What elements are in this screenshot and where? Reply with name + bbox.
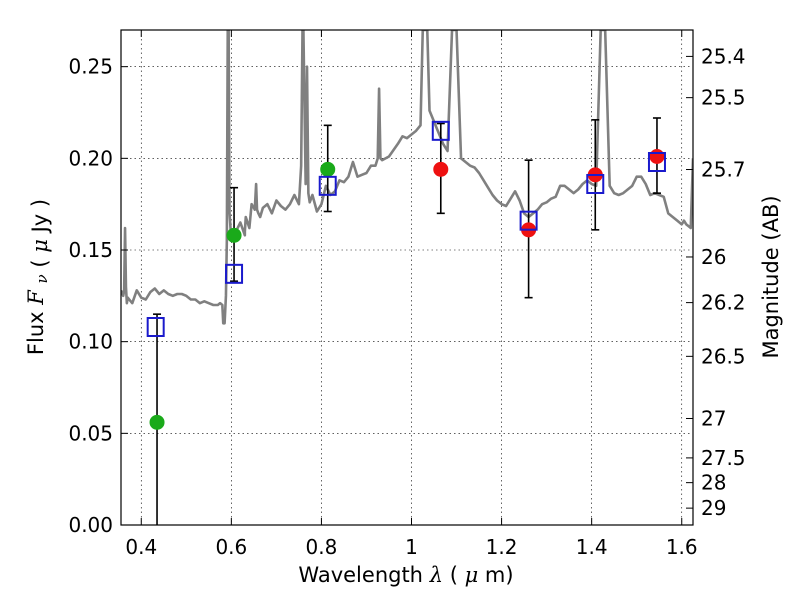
tick-marks	[121, 30, 693, 526]
x-axis-unit-open: (	[450, 563, 458, 587]
y-tick-label: 0.10	[68, 330, 113, 354]
y2-tick-label: 29	[701, 496, 726, 520]
data-point-circle	[149, 414, 165, 430]
x-axis-symbol: λ	[429, 563, 443, 587]
y2-tick-label: 25.5	[701, 86, 746, 110]
model-point-square	[146, 317, 165, 337]
x-tick-labels: 0.4 0.6 0.8 1 1.2 1.4 1.6	[125, 535, 697, 559]
x-tick-label: 1.6	[666, 535, 698, 559]
y-axis-unit-open: (	[28, 259, 52, 267]
y-axis-unit-rest: Jy )	[28, 199, 52, 235]
y-axis-title-text: Flux	[24, 311, 48, 355]
y-axis-symbol: F	[24, 289, 48, 306]
grid-lines	[121, 30, 693, 526]
y-tick-label: 0.25	[68, 55, 113, 79]
y2-axis-title: Magnitude (AB)	[759, 195, 783, 358]
x-axis-unit-mu: μ	[465, 563, 479, 587]
model-point-square	[225, 263, 244, 284]
y2-tick-label: 26.5	[701, 344, 746, 368]
x-axis-unit-rest: m)	[485, 563, 514, 587]
y-axis-unit-mu: μ	[28, 239, 52, 253]
x-tick-label: 0.8	[306, 535, 338, 559]
y-axis-title: Flux F ν ( μ Jy )	[24, 199, 52, 355]
y2-tick-label: 28	[701, 471, 726, 495]
x-tick-label: 1	[405, 535, 418, 559]
data-point-circle	[649, 149, 665, 164]
x-axis-title: Wavelength λ ( μ m)	[298, 563, 513, 587]
y2-tick-label: 25.7	[701, 158, 746, 182]
model-point-square	[519, 210, 538, 231]
plot-frame	[120, 29, 694, 526]
y2-tick-label: 27	[701, 406, 726, 430]
model-spectrum-layer	[121, 30, 693, 325]
y-tick-label: 0.15	[68, 238, 113, 262]
marker-layer	[146, 120, 666, 430]
data-point-circle	[320, 161, 336, 177]
y-tick-label: 0.05	[68, 421, 113, 445]
x-axis-title-text: Wavelength	[298, 563, 423, 587]
data-point-circle	[433, 161, 449, 177]
y2-tick-label: 26.2	[701, 291, 746, 315]
model-point-square	[318, 175, 337, 196]
y-tick-label: 0.00	[68, 513, 113, 537]
x-tick-label: 0.6	[215, 535, 247, 559]
model-point-square	[647, 152, 666, 172]
y-tick-label: 0.20	[68, 146, 113, 170]
y-axis-subscript: ν	[33, 274, 51, 283]
model-point-square	[586, 174, 605, 194]
y2-tick-label: 25.4	[701, 44, 746, 68]
model-spectrum-line	[121, 30, 693, 325]
x-tick-label: 0.4	[125, 535, 157, 559]
y-tick-labels: 0.00 0.05 0.10 0.15 0.20 0.25	[68, 55, 113, 537]
x-tick-label: 1.2	[486, 535, 518, 559]
data-point-circle	[226, 227, 242, 243]
model-point-square	[431, 120, 450, 141]
y2-tick-label: 26	[701, 245, 726, 269]
x-tick-label: 1.4	[576, 535, 608, 559]
y2-tick-label: 27.5	[701, 446, 746, 470]
